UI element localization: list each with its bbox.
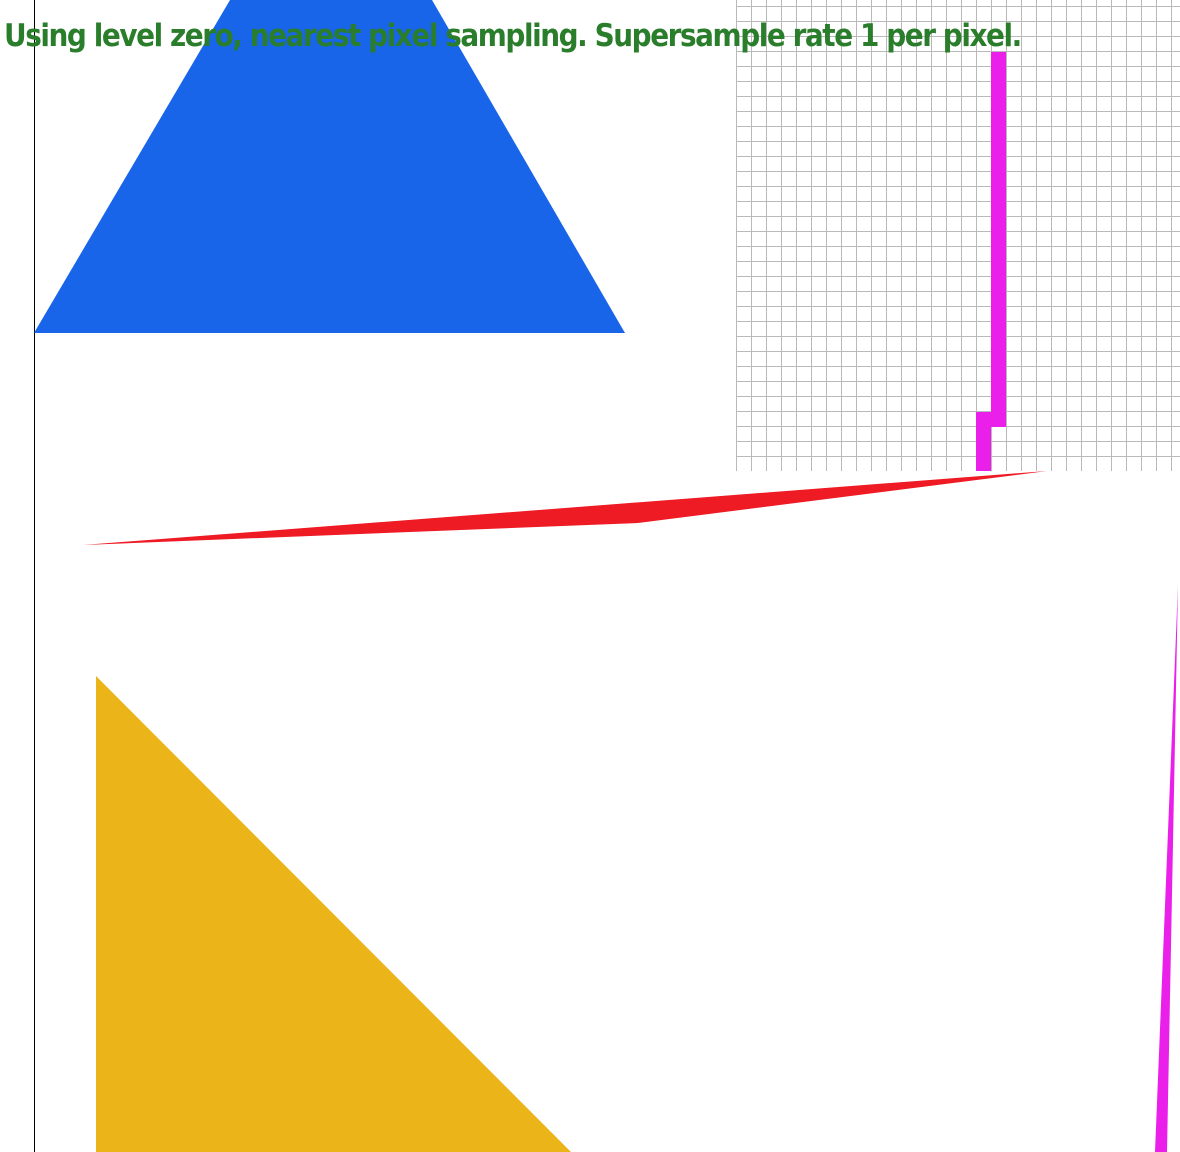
- yellow-triangle: [96, 676, 571, 1152]
- magnified-pixel-column: [991, 52, 1006, 427]
- red-sliver-triangle: [83, 471, 1047, 545]
- zoom-inspector-grid: [736, 0, 1180, 471]
- magnified-pixel-column: [976, 412, 991, 471]
- magenta-thin-triangle: [1155, 585, 1178, 1152]
- zoom-inspector-background: [736, 0, 1180, 471]
- blue-trapezoid: [34, 0, 625, 333]
- status-text: Using level zero, nearest pixel sampling…: [4, 18, 1022, 54]
- zoom-inspector-magnified-pixels: [976, 52, 1006, 471]
- zoom-inspector[interactable]: [736, 0, 1180, 471]
